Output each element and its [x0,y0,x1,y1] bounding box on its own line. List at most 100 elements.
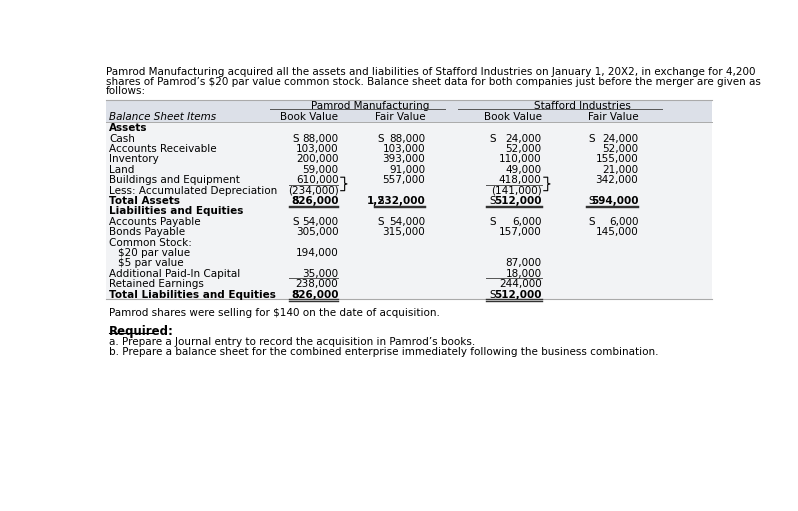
Text: 88,000: 88,000 [302,134,338,144]
Text: Fair Value: Fair Value [374,112,425,122]
Text: 305,000: 305,000 [296,227,338,237]
Text: shares of Pamrod’s $20 par value common stock. Balance sheet data for both compa: shares of Pamrod’s $20 par value common … [106,77,760,87]
Text: S: S [490,290,496,299]
Text: 35,000: 35,000 [302,269,338,279]
Text: Book Value: Book Value [280,112,338,122]
Text: (234,000): (234,000) [288,185,338,196]
Text: Bonds Payable: Bonds Payable [109,227,185,237]
Text: S: S [377,217,384,227]
Text: Stafford Industries: Stafford Industries [534,101,630,110]
Text: Less: Accumulated Depreciation: Less: Accumulated Depreciation [109,185,277,196]
Text: S: S [292,196,298,206]
Text: S: S [292,134,298,144]
Text: S: S [490,134,496,144]
Text: Total Liabilities and Equities: Total Liabilities and Equities [109,290,276,299]
Text: 49,000: 49,000 [505,165,542,175]
FancyBboxPatch shape [106,237,712,247]
Text: Pamrod Manufacturing acquired all the assets and liabilities of Stafford Industr: Pamrod Manufacturing acquired all the as… [106,67,756,78]
Text: $5 par value: $5 par value [118,259,184,268]
Text: 594,000: 594,000 [591,196,638,206]
Text: 393,000: 393,000 [382,154,425,165]
Text: 24,000: 24,000 [602,134,638,144]
Text: Assets: Assets [109,123,148,133]
Text: 91,000: 91,000 [389,165,425,175]
FancyBboxPatch shape [106,100,712,122]
Text: 157,000: 157,000 [499,227,542,237]
Text: 52,000: 52,000 [602,144,638,154]
FancyBboxPatch shape [106,216,712,226]
Text: 52,000: 52,000 [505,144,542,154]
Text: 103,000: 103,000 [382,144,425,154]
Text: Accounts Payable: Accounts Payable [109,217,200,227]
FancyBboxPatch shape [106,289,712,299]
FancyBboxPatch shape [106,257,712,268]
Text: S: S [292,290,298,299]
Text: 6,000: 6,000 [512,217,542,227]
Text: S: S [589,134,595,144]
Text: 24,000: 24,000 [505,134,542,144]
FancyBboxPatch shape [106,226,712,237]
Text: 87,000: 87,000 [505,259,542,268]
Text: Retained Earnings: Retained Earnings [109,279,204,289]
FancyBboxPatch shape [106,205,712,216]
FancyBboxPatch shape [106,195,712,205]
Text: a. Prepare a Journal entry to record the acquisition in Pamrod’s books.: a. Prepare a Journal entry to record the… [109,337,476,347]
Text: S: S [589,217,595,227]
Text: 21,000: 21,000 [602,165,638,175]
Text: 238,000: 238,000 [296,279,338,289]
Text: Pamrod Manufacturing: Pamrod Manufacturing [311,101,429,110]
Text: Book Value: Book Value [484,112,542,122]
FancyBboxPatch shape [106,268,712,278]
Text: Common Stock:: Common Stock: [109,238,192,248]
Text: Balance Sheet Items: Balance Sheet Items [109,112,216,122]
Text: 315,000: 315,000 [382,227,425,237]
FancyBboxPatch shape [106,278,712,289]
Text: 512,000: 512,000 [494,290,542,299]
FancyBboxPatch shape [106,184,712,195]
Text: 200,000: 200,000 [296,154,338,165]
FancyBboxPatch shape [106,122,712,132]
Text: 88,000: 88,000 [389,134,425,144]
Text: Buildings and Equipment: Buildings and Equipment [109,175,240,185]
Text: Inventory: Inventory [109,154,159,165]
FancyBboxPatch shape [106,164,712,174]
Text: S: S [490,196,496,206]
Text: 155,000: 155,000 [595,154,638,165]
Text: 512,000: 512,000 [494,196,542,206]
Text: 418,000: 418,000 [499,175,542,185]
Text: follows:: follows: [106,86,146,96]
Text: 610,000: 610,000 [296,175,338,185]
FancyBboxPatch shape [106,153,712,164]
Text: 110,000: 110,000 [499,154,542,165]
Text: b. Prepare a balance sheet for the combined enterprise immediately following the: b. Prepare a balance sheet for the combi… [109,346,658,357]
Text: Additional Paid-In Capital: Additional Paid-In Capital [109,269,240,279]
Text: 557,000: 557,000 [382,175,425,185]
Text: S: S [490,217,496,227]
Text: 826,000: 826,000 [291,290,338,299]
Text: Required:: Required: [109,325,174,338]
Text: Land: Land [109,165,134,175]
Text: 6,000: 6,000 [609,217,638,227]
Text: Total Assets: Total Assets [109,196,180,206]
Text: $20 par value: $20 par value [118,248,191,258]
Text: Accounts Receivable: Accounts Receivable [109,144,217,154]
FancyBboxPatch shape [106,247,712,257]
Text: 342,000: 342,000 [595,175,638,185]
Text: S: S [377,134,384,144]
Text: 1,232,000: 1,232,000 [366,196,425,206]
Text: 18,000: 18,000 [505,269,542,279]
Text: S: S [589,196,595,206]
Text: (141,000): (141,000) [491,185,542,196]
FancyBboxPatch shape [106,132,712,143]
Text: S: S [377,196,384,206]
Text: Liabilities and Equities: Liabilities and Equities [109,206,243,217]
Text: 54,000: 54,000 [302,217,338,227]
Text: 54,000: 54,000 [389,217,425,227]
FancyBboxPatch shape [106,174,712,184]
Text: 103,000: 103,000 [296,144,338,154]
Text: 145,000: 145,000 [595,227,638,237]
FancyBboxPatch shape [106,143,712,153]
Text: 244,000: 244,000 [499,279,542,289]
Text: S: S [292,217,298,227]
Text: 826,000: 826,000 [291,196,338,206]
